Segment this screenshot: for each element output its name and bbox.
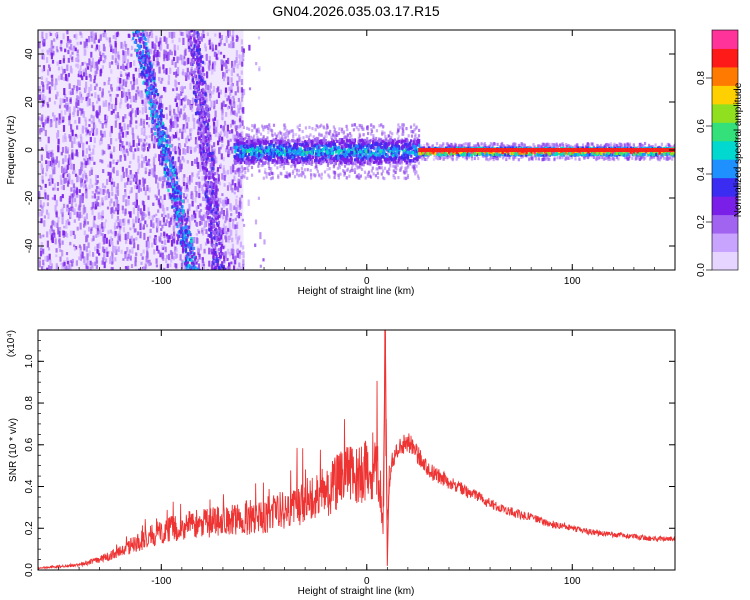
- colorbar-tick-label: 0.6: [696, 119, 707, 133]
- snr-xlabel: Height of straight line (km): [298, 586, 415, 597]
- colorbar-swatch: [712, 196, 738, 216]
- spectrogram-xtick-label: 100: [564, 276, 581, 287]
- spectrogram-xtick-label: 0: [364, 276, 370, 287]
- heatmap-feature-diffuse-noise: [38, 30, 266, 270]
- spectrogram-ytick-label: 0: [24, 147, 35, 153]
- snr-ticks: -100 0 100 0.0 0.2 0.4 0.6 0.8 1.0: [24, 330, 676, 587]
- colorbar-label: Normalized spectral amplitude: [733, 82, 744, 217]
- colorbar-swatch: [712, 48, 738, 68]
- colorbar-tick-label: 0.4: [696, 167, 707, 181]
- colorbar-swatch: [712, 177, 738, 197]
- colorbar-ticks: 0.0 0.2 0.4 0.6 0.8: [696, 71, 712, 277]
- heatmap-feature-narrow-band: [418, 141, 675, 162]
- colorbar-swatch: [712, 214, 738, 234]
- colorbar-tick-label: 0.0: [696, 263, 707, 277]
- colorbar-swatch: [712, 251, 738, 271]
- snr-ytick-label: 0.0: [24, 563, 35, 577]
- spectrogram-ticks: -100 0 100 -40 -20 0 20 40: [24, 29, 676, 287]
- snr-peak-spike: [382, 330, 390, 566]
- heatmap-feature-narrow-band: [233, 123, 421, 181]
- snr-ytick-label: 0.8: [24, 396, 35, 410]
- snr-xtick-label: 0: [364, 576, 370, 587]
- heatmap-feature-slanted-line: [132, 30, 199, 270]
- colorbar-swatch: [712, 30, 738, 49]
- spectrogram-heatmap: [38, 30, 675, 270]
- colorbar-swatch: [712, 85, 738, 105]
- spectrogram-ytick-label: 20: [24, 96, 35, 108]
- snr-ytick-label: 0.2: [24, 521, 35, 535]
- chart-title: GN04.2026.035.03.17.R15: [272, 3, 440, 19]
- snr-ytick-label: 0.4: [24, 479, 35, 493]
- spectrogram-xtick-label: -100: [151, 276, 171, 287]
- colorbar-swatch: [712, 159, 738, 179]
- colorbar-tick-label: 0.8: [696, 71, 707, 85]
- spectrogram-xlabel: Height of straight line (km): [298, 286, 415, 297]
- colorbar-gradient: [712, 30, 738, 271]
- colorbar-swatch: [712, 66, 738, 86]
- colorbar-swatch: [712, 140, 738, 160]
- spectrogram-panel: -100 0 100 -40 -20 0 20 40 Height of straight l…: [6, 29, 676, 297]
- snr-xtick-label: 100: [564, 576, 581, 587]
- snr-frame: [37, 329, 676, 571]
- colorbar-frame: [711, 29, 739, 271]
- colorbar-swatch: [712, 233, 738, 253]
- snr-ytick-label: 0.6: [24, 437, 35, 451]
- heatmap-feature-slanted-line: [186, 30, 227, 270]
- colorbar-tick-label: 0.2: [696, 215, 707, 229]
- colorbar-swatch: [712, 122, 738, 142]
- snr-ylabel: SNR (10 * v/v): [8, 418, 19, 482]
- colorbar-swatch: [712, 103, 738, 123]
- snr-series-line: [38, 330, 675, 570]
- snr-xtick-label: -100: [151, 576, 171, 587]
- snr-panel: -100 0 100 0.0 0.2 0.4 0.6 0.8 1.0 Height of str…: [6, 329, 676, 597]
- colorbar: 0.0 0.2 0.4 0.6 0.8 Normalized spectral ampl…: [696, 29, 744, 277]
- spectrogram-ytick-label: 40: [24, 48, 35, 60]
- snr-ytick-label: 1.0: [24, 354, 35, 368]
- spectrogram-ylabel: Frequency (Hz): [6, 116, 17, 185]
- snr-plot: [38, 330, 675, 570]
- snr-multiplier: (x10⁴): [6, 330, 17, 357]
- spectrogram-ytick-label: -20: [24, 190, 35, 205]
- spectrogram-ytick-label: -40: [24, 238, 35, 253]
